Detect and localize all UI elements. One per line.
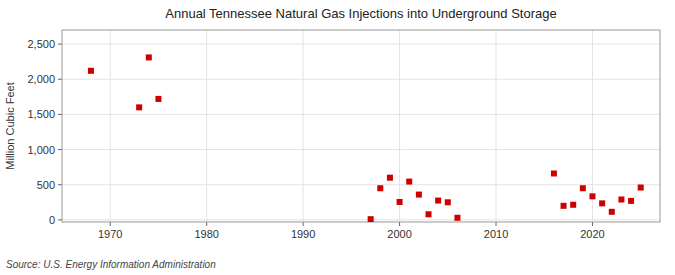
y-tick [58, 44, 62, 45]
y-tick-label: 1,000 [27, 144, 55, 156]
grid [62, 30, 660, 222]
source-annotation: Source: U.S. Energy Information Administ… [6, 259, 216, 270]
point [628, 198, 634, 204]
chart-container: 1970 1980 1990 2000 2010 2020 0 500 1,000 1,500 2,… [0, 0, 675, 275]
x-tick [303, 222, 304, 226]
y-tick-label: 0 [49, 214, 55, 226]
y-grid-line [62, 219, 660, 220]
chart-svg: 1970 1980 1990 2000 2010 2020 0 500 1,000 1,500 2,… [0, 0, 675, 275]
point [387, 175, 393, 181]
y-tick-label: 2,500 [27, 38, 55, 50]
y-grid-line [62, 79, 660, 80]
point [580, 185, 586, 191]
x-grid-line [206, 30, 207, 222]
plot-frame [62, 30, 660, 222]
point [88, 68, 94, 74]
x-grid-line [303, 30, 304, 222]
point [599, 200, 605, 206]
axes: 1970 1980 1990 2000 2010 2020 0 500 1,000 1,500 2,… [27, 30, 660, 240]
x-grid-line [592, 30, 593, 222]
title: Annual Tennessee Natural Gas Injections … [165, 6, 556, 21]
y-grid-line [62, 149, 660, 150]
y-tick [58, 219, 62, 220]
point [155, 96, 161, 102]
x-tick-label: 2020 [580, 228, 604, 240]
point [435, 198, 441, 204]
x-grid-line [110, 30, 111, 222]
x-tick [496, 222, 497, 226]
point [397, 199, 403, 205]
y-axis-label: Million Cubic Feet [4, 82, 16, 169]
point [136, 104, 142, 110]
point [570, 202, 576, 208]
y-tick-label: 500 [37, 179, 55, 191]
x-tick-label: 1980 [194, 228, 218, 240]
point [426, 211, 432, 217]
y-tick-label: 1,500 [27, 108, 55, 120]
x-tick [592, 222, 593, 226]
y-tick [58, 114, 62, 115]
point [551, 170, 557, 176]
x-tick-label: 1990 [291, 228, 315, 240]
point [589, 193, 595, 199]
point [618, 196, 624, 202]
point [416, 192, 422, 198]
x-tick-label: 2000 [387, 228, 411, 240]
y-grid-line [62, 114, 660, 115]
x-grid-line [399, 30, 400, 222]
x-grid-line [496, 30, 497, 222]
y-grid-line [62, 44, 660, 45]
y-grid-line [62, 184, 660, 185]
y-tick [58, 79, 62, 80]
point [454, 215, 460, 221]
y-tick [58, 149, 62, 150]
x-tick [399, 222, 400, 226]
points [88, 54, 644, 222]
x-tick [110, 222, 111, 226]
point [377, 185, 383, 191]
x-tick [206, 222, 207, 226]
x-tick-label: 2010 [484, 228, 508, 240]
y-tick-label: 2,000 [27, 73, 55, 85]
point [638, 185, 644, 191]
point [146, 54, 152, 60]
point [561, 203, 567, 209]
point [406, 179, 412, 185]
x-tick-label: 1970 [98, 228, 122, 240]
point [445, 199, 451, 205]
point [368, 216, 374, 222]
point [609, 209, 615, 215]
y-tick [58, 184, 62, 185]
